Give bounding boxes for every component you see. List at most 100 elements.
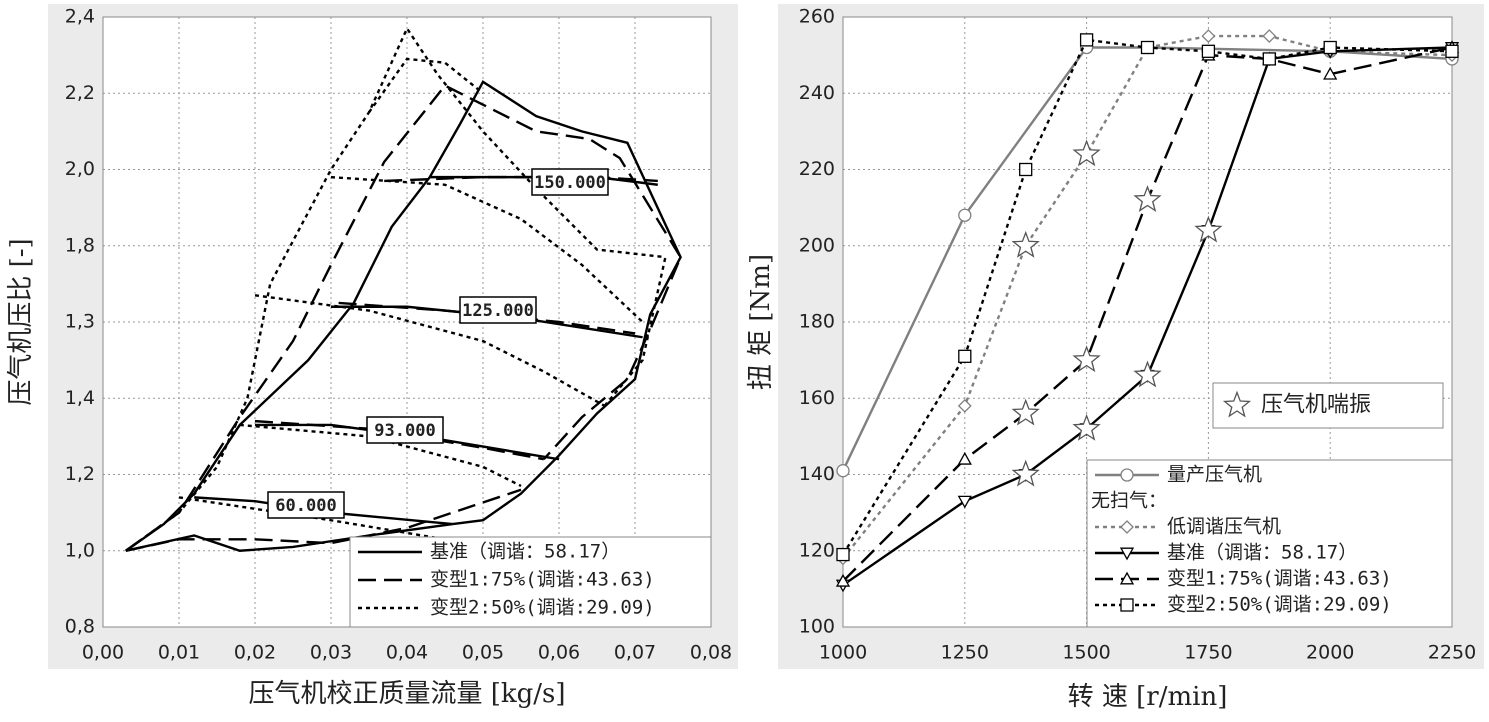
x-tick-label: 0,06 bbox=[538, 642, 580, 664]
y-tick-label: 260 bbox=[799, 6, 835, 28]
legend-label: 低调谐压气机 bbox=[1167, 516, 1281, 538]
y-tick-label: 1,3 bbox=[65, 311, 95, 333]
x-tick-label: 2000 bbox=[1306, 642, 1354, 664]
y-tick-label: 240 bbox=[799, 82, 835, 104]
x-tick-label: 0,00 bbox=[82, 642, 124, 664]
marker bbox=[1262, 52, 1276, 66]
marker bbox=[957, 398, 972, 413]
marker bbox=[835, 573, 851, 587]
y-tick-label: 220 bbox=[799, 158, 835, 180]
marker bbox=[1194, 215, 1223, 243]
y-tick-label: 200 bbox=[799, 234, 835, 256]
legend-label: 基准（调谐：58.17） bbox=[430, 541, 620, 563]
marker bbox=[1222, 390, 1252, 418]
marker bbox=[1072, 413, 1101, 441]
legend-label: 变型2:50%(调谐:29.09) bbox=[430, 597, 655, 619]
series-line bbox=[368, 57, 484, 114]
x-tick-label: 1250 bbox=[941, 642, 989, 664]
marker bbox=[1019, 162, 1033, 177]
x-axis-label: 压气机校正质量流量 [kg/s] bbox=[248, 679, 565, 709]
legend-label: 变型1:75%(调谐:43.63) bbox=[1167, 568, 1392, 590]
legend-subtitle: 无扫气： bbox=[1091, 490, 1167, 512]
annotation-box bbox=[459, 296, 537, 324]
marker bbox=[958, 349, 972, 363]
series-line bbox=[841, 46, 1453, 472]
marker bbox=[1079, 33, 1094, 47]
y-axis-label: 压气机压比 [-] bbox=[6, 238, 36, 405]
annotation: 150.000 bbox=[534, 173, 606, 193]
marker bbox=[1011, 459, 1040, 487]
marker bbox=[957, 451, 972, 465]
x-tick-label: 0,08 bbox=[690, 642, 732, 664]
series-line bbox=[125, 25, 666, 552]
y-tick-label: 140 bbox=[799, 463, 835, 485]
marker bbox=[836, 547, 850, 562]
series-line bbox=[254, 294, 606, 407]
y-tick-label: 2,0 bbox=[65, 158, 95, 180]
marker bbox=[836, 464, 850, 478]
marker bbox=[1120, 598, 1134, 612]
series-line bbox=[125, 488, 522, 552]
marker bbox=[1072, 345, 1101, 373]
series-line bbox=[125, 84, 682, 552]
marker bbox=[1133, 185, 1162, 213]
marker bbox=[1262, 29, 1277, 43]
x-tick-label: 1000 bbox=[819, 642, 867, 664]
y-tick-label: 100 bbox=[799, 616, 835, 638]
y-tick-label: 1,8 bbox=[65, 234, 95, 256]
series-line bbox=[178, 496, 446, 541]
marker bbox=[957, 495, 972, 509]
marker bbox=[1445, 44, 1459, 58]
legend-label: 变型2:50%(调谐:29.09) bbox=[1167, 594, 1392, 616]
x-tick-label: 1750 bbox=[1184, 642, 1232, 664]
series-line bbox=[384, 175, 658, 183]
y-tick-label: 1,2 bbox=[65, 463, 95, 485]
marker bbox=[1011, 230, 1040, 258]
marker bbox=[1120, 520, 1134, 534]
marker bbox=[1323, 66, 1338, 80]
x-tick-label: 0,03 bbox=[310, 642, 352, 664]
y-tick-label: 2,2 bbox=[65, 82, 95, 104]
annotation-box bbox=[267, 491, 345, 519]
marker bbox=[1072, 139, 1101, 167]
x-tick-label: 0,07 bbox=[614, 642, 656, 664]
x-tick-label: 2250 bbox=[1428, 642, 1476, 664]
marker bbox=[1133, 360, 1162, 388]
y-axis-label: 扭 矩 [Nm] bbox=[746, 254, 776, 390]
marker bbox=[1120, 468, 1134, 482]
legend-label: 压气机喘振 bbox=[1261, 393, 1371, 418]
x-tick-label: 0,04 bbox=[386, 642, 428, 664]
x-tick-label: 1500 bbox=[1062, 642, 1110, 664]
legend-label: 基准（调谐：58.17） bbox=[1167, 542, 1357, 564]
marker bbox=[1323, 40, 1337, 55]
marker bbox=[958, 208, 972, 222]
marker bbox=[1119, 547, 1135, 561]
series-line bbox=[125, 80, 682, 552]
marker bbox=[1201, 44, 1216, 58]
marker bbox=[1011, 398, 1040, 426]
series-line bbox=[239, 423, 522, 488]
series-line bbox=[125, 522, 453, 552]
y-tick-label: 2,4 bbox=[65, 6, 95, 28]
y-tick-label: 1,4 bbox=[65, 387, 95, 409]
legend-label: 量产压气机 bbox=[1167, 464, 1262, 486]
y-tick-label: 120 bbox=[799, 539, 835, 561]
marker bbox=[1119, 571, 1135, 585]
legend-box bbox=[1086, 459, 1453, 628]
x-tick-label: 0,02 bbox=[234, 642, 276, 664]
y-tick-label: 0,8 bbox=[65, 616, 95, 638]
marker bbox=[1201, 29, 1216, 43]
x-tick-label: 0,05 bbox=[462, 642, 504, 664]
x-tick-label: 0,01 bbox=[158, 642, 200, 664]
annotation: 125.000 bbox=[462, 301, 534, 321]
annotation: 93.000 bbox=[374, 421, 435, 441]
y-tick-label: 1,0 bbox=[65, 539, 95, 561]
annotation-box bbox=[366, 416, 444, 444]
annotation-box bbox=[531, 168, 609, 196]
legend-box bbox=[1212, 382, 1444, 429]
annotation: 60.000 bbox=[275, 496, 336, 516]
y-tick-label: 180 bbox=[799, 311, 835, 333]
series-line bbox=[603, 256, 667, 407]
y-tick-label: 160 bbox=[799, 387, 835, 409]
